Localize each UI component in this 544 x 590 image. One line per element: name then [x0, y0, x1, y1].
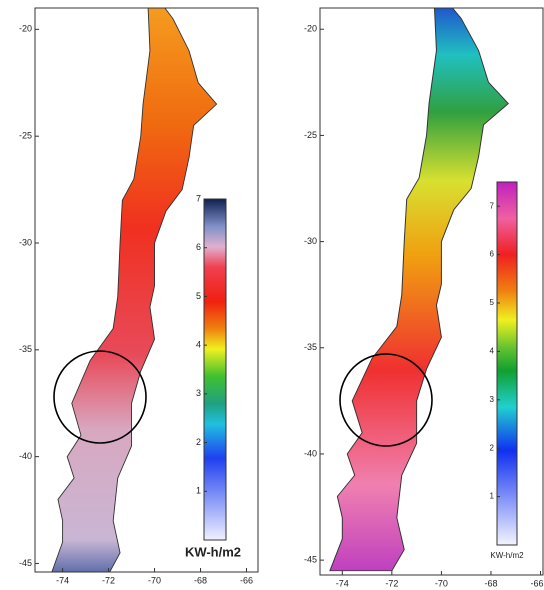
y-tick-label: -25 — [304, 130, 317, 140]
country-shape — [51, 0, 217, 574]
x-tick-label: -66 — [530, 578, 543, 588]
colorbar-tick-label: 7 — [196, 193, 201, 203]
x-tick-label: -70 — [148, 575, 161, 585]
colorbar-tick-label: 3 — [196, 388, 201, 398]
colorbar-label: KW-h/m2 — [185, 544, 241, 559]
y-tick-label: -40 — [304, 448, 317, 458]
x-tick-label: -74 — [56, 575, 69, 585]
colorbar-tick-label: 6 — [196, 242, 201, 252]
y-tick-label: -35 — [304, 342, 317, 352]
country-shape — [330, 0, 508, 571]
y-tick-label: -30 — [19, 237, 32, 247]
y-tick-label: -35 — [19, 344, 32, 354]
y-tick-label: -20 — [19, 24, 32, 34]
colorbar — [497, 182, 517, 545]
map-panel: -20 -25 -30 -35 -40 -45 -74 -72 -70 -68 -66 1 2 3 4 5 6 7… — [304, 0, 544, 588]
colorbar — [204, 199, 226, 540]
colorbar-tick-label: 2 — [196, 437, 201, 447]
x-tick-label: -72 — [385, 578, 398, 588]
colorbar-tick-label: 1 — [490, 492, 495, 501]
x-tick-label: -68 — [484, 578, 497, 588]
map-layer — [330, 0, 508, 571]
colorbar-tick-label: 2 — [490, 443, 495, 452]
y-tick-label: -45 — [304, 555, 317, 565]
colorbar-label: KW-h/m2 — [490, 551, 524, 560]
colorbar-tick-label: 5 — [490, 298, 495, 307]
colorbar-tick-label: 5 — [196, 291, 201, 301]
colorbar-tick-label: 4 — [196, 340, 201, 350]
colorbar-tick-label: 7 — [490, 201, 495, 210]
colorbar-tick-label: 3 — [490, 395, 495, 404]
figure: -20 -25 -30 -35 -40 -45 -74 -72 -70 -68 -66 1 2 3 4 5 6 7… — [0, 0, 544, 590]
map-layer — [51, 0, 217, 574]
colorbar-tick-label: 1 — [196, 486, 201, 496]
y-tick-label: -25 — [19, 131, 32, 141]
y-tick-label: -20 — [304, 24, 317, 34]
x-tick-label: -74 — [336, 578, 349, 588]
colorbar-tick-label: 4 — [490, 347, 495, 356]
x-tick-label: -68 — [194, 575, 207, 585]
x-tick-label: -72 — [102, 575, 115, 585]
y-tick-label: -45 — [19, 558, 32, 568]
colorbar-tick-label: 6 — [490, 250, 495, 259]
y-tick-label: -40 — [19, 451, 32, 461]
y-tick-label: -30 — [304, 236, 317, 246]
x-tick-label: -70 — [435, 578, 448, 588]
map-panel: -20 -25 -30 -35 -40 -45 -74 -72 -70 -68 -66 1 2 3 4 5 6 7… — [19, 0, 258, 585]
x-tick-label: -66 — [240, 575, 253, 585]
